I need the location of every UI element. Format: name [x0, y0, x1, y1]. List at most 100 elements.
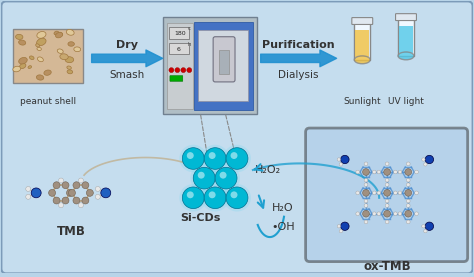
FancyBboxPatch shape [194, 22, 253, 111]
Circle shape [406, 178, 410, 182]
Ellipse shape [67, 70, 73, 74]
Circle shape [179, 184, 207, 212]
Circle shape [101, 188, 111, 198]
Circle shape [385, 199, 389, 203]
Circle shape [78, 203, 83, 208]
Circle shape [69, 189, 75, 196]
Ellipse shape [13, 66, 20, 72]
FancyBboxPatch shape [306, 128, 468, 261]
Circle shape [204, 187, 226, 209]
Circle shape [181, 68, 186, 73]
Circle shape [179, 145, 207, 172]
Text: h: h [187, 42, 191, 47]
Circle shape [385, 162, 389, 166]
Ellipse shape [55, 32, 63, 38]
Circle shape [398, 191, 402, 195]
Circle shape [356, 212, 360, 216]
Circle shape [73, 182, 80, 189]
Circle shape [364, 204, 368, 207]
Circle shape [363, 169, 369, 175]
Circle shape [425, 155, 434, 164]
Circle shape [62, 197, 69, 204]
Text: Si-CDs: Si-CDs [180, 214, 220, 224]
Circle shape [201, 184, 229, 212]
Circle shape [95, 186, 100, 191]
Circle shape [175, 68, 180, 73]
Circle shape [341, 155, 349, 164]
Circle shape [31, 188, 41, 198]
Text: TMB: TMB [56, 225, 85, 238]
Ellipse shape [65, 57, 73, 63]
Text: ox-TMB: ox-TMB [363, 260, 411, 273]
FancyBboxPatch shape [399, 26, 413, 53]
Circle shape [339, 163, 343, 166]
Ellipse shape [37, 57, 43, 62]
Circle shape [405, 169, 411, 175]
Circle shape [73, 197, 80, 204]
Circle shape [49, 189, 55, 196]
FancyBboxPatch shape [170, 76, 183, 81]
Circle shape [187, 191, 194, 198]
Circle shape [356, 191, 360, 195]
Circle shape [393, 212, 397, 216]
Circle shape [364, 183, 368, 186]
Ellipse shape [74, 47, 81, 52]
Circle shape [212, 164, 240, 192]
Circle shape [406, 162, 410, 166]
Circle shape [364, 199, 368, 203]
FancyBboxPatch shape [13, 29, 83, 83]
Ellipse shape [36, 75, 44, 80]
Circle shape [398, 170, 402, 174]
Circle shape [377, 170, 381, 174]
Circle shape [425, 222, 434, 230]
Circle shape [182, 148, 204, 169]
FancyArrowPatch shape [261, 50, 337, 67]
Circle shape [364, 220, 368, 224]
Ellipse shape [398, 52, 414, 60]
Circle shape [341, 222, 349, 230]
Circle shape [201, 145, 229, 172]
Circle shape [59, 203, 64, 208]
Ellipse shape [66, 29, 74, 35]
Circle shape [66, 189, 73, 196]
Circle shape [337, 158, 341, 161]
Ellipse shape [44, 70, 51, 75]
Circle shape [405, 211, 411, 217]
Text: UV light: UV light [388, 97, 424, 106]
Circle shape [223, 184, 251, 212]
Circle shape [422, 225, 425, 228]
Circle shape [384, 189, 391, 196]
Circle shape [226, 148, 248, 169]
Circle shape [26, 186, 31, 191]
Text: Sunlight: Sunlight [344, 97, 381, 106]
Circle shape [219, 172, 227, 179]
Circle shape [424, 163, 427, 166]
FancyBboxPatch shape [396, 14, 417, 20]
Circle shape [377, 191, 381, 195]
Circle shape [364, 162, 368, 166]
FancyBboxPatch shape [167, 23, 193, 109]
Text: c: c [187, 26, 190, 31]
FancyBboxPatch shape [352, 18, 373, 24]
Text: H₂O: H₂O [272, 202, 293, 213]
Circle shape [406, 183, 410, 186]
Ellipse shape [54, 31, 59, 35]
Circle shape [373, 170, 376, 174]
Circle shape [406, 220, 410, 224]
Ellipse shape [58, 32, 63, 36]
Circle shape [193, 167, 215, 189]
Ellipse shape [67, 66, 71, 69]
Circle shape [363, 189, 369, 196]
Circle shape [373, 212, 376, 216]
Circle shape [198, 172, 205, 179]
FancyBboxPatch shape [198, 30, 248, 101]
Circle shape [53, 182, 60, 189]
Circle shape [393, 170, 397, 174]
Circle shape [230, 191, 237, 198]
Text: 6: 6 [176, 47, 180, 52]
Circle shape [385, 204, 389, 207]
Ellipse shape [18, 57, 27, 64]
Circle shape [415, 170, 419, 174]
Circle shape [215, 167, 237, 189]
Circle shape [406, 204, 410, 207]
